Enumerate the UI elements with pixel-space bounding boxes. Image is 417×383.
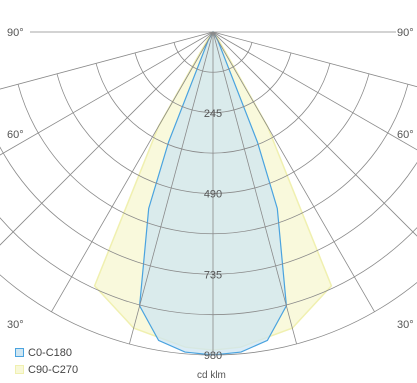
angle-label-left-mid: 60° [7,129,24,141]
angle-label-left-bottom: 30° [7,319,24,331]
angle-label-right-mid: 60° [397,129,414,141]
angle-label-right-top: 90° [397,27,414,39]
grid-spoke [0,31,214,246]
legend-label-c0-c180: C0-C180 [28,346,73,359]
unit-label: cd klm [197,370,226,381]
radial-tick-label: 490 [204,189,222,201]
grid-spoke [212,31,297,345]
grid-spoke [212,31,417,151]
grid-layer [0,31,417,356]
legend-swatch-c0-c180 [15,348,24,357]
grid-spoke [0,31,214,156]
legend-item-c0-c180[interactable]: C0-C180 [15,344,78,361]
grid-spoke [212,31,417,88]
grid-spoke [212,31,417,237]
legend-swatch-c90-c270 [15,365,24,374]
legend: C0-C180 C90-C270 [15,344,78,378]
angle-label-left-top: 90° [7,27,24,39]
radial-tick-label: 245 [204,108,222,120]
tick-layer: 245 490 735 980 [204,108,222,362]
radial-tick-label: 980 [204,350,222,362]
legend-item-c90-c270[interactable]: C90-C270 [15,361,78,378]
legend-label-c90-c270: C90-C270 [28,363,79,376]
radial-tick-label: 735 [204,269,222,281]
angle-label-right-bottom: 30° [397,319,414,331]
grid-spoke [212,31,375,312]
grid-spoke [51,31,214,312]
grid-spoke [0,31,214,90]
grid-spoke [129,31,214,345]
